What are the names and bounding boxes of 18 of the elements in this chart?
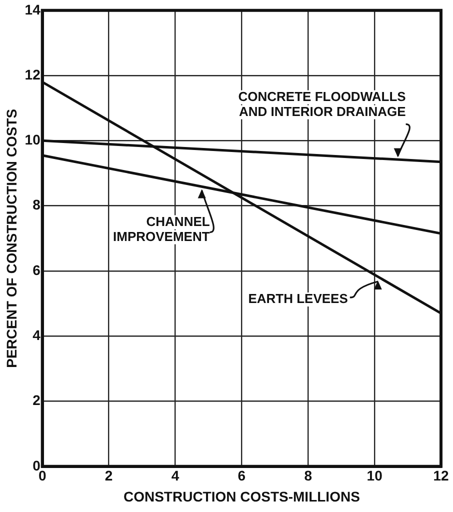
x-tick-label: 8 [304,468,312,484]
x-tick-label: 2 [104,468,113,484]
annotation: EARTH LEVEES [248,291,348,306]
annotation: CHANNEL IMPROVEMENT [113,214,210,244]
y-tick-label: 10 [24,132,41,148]
x-tick-label: 4 [171,468,180,484]
y-tick-label: 14 [24,1,41,18]
y-tick-label: 12 [24,66,41,82]
x-tick-label: 6 [238,468,246,484]
annotation: CONCRETE FLOODWALLS AND INTERIOR DRAINAGE [238,88,406,119]
y-tick-label: 6 [32,262,41,278]
y-axis-title: PERCENT OF CONSTRUCTION COSTS [3,108,20,368]
x-tick-label: 12 [433,468,449,484]
x-tick-label: 10 [366,468,383,484]
y-tick-label: 4 [32,326,41,343]
y-tick-label: 2 [32,392,41,408]
y-tick-label: 8 [32,196,41,213]
x-axis-title: CONSTRUCTION COSTS-MILLIONS [123,488,360,504]
